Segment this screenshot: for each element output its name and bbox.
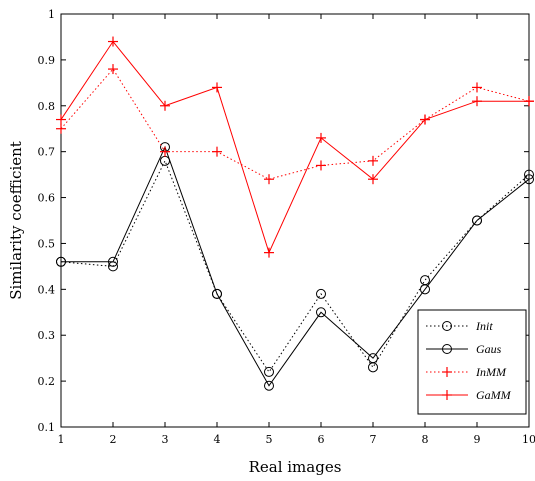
data-point-inmm bbox=[108, 64, 118, 75]
y-tick-label: 0.5 bbox=[38, 237, 56, 250]
y-tick-label: 0.6 bbox=[38, 192, 56, 205]
data-point-gamm bbox=[160, 100, 170, 111]
x-tick-label: 4 bbox=[214, 433, 221, 446]
legend: Init Gaus InMM GaMM bbox=[417, 309, 527, 415]
data-point-gamm bbox=[368, 174, 378, 185]
series-line-gaus bbox=[61, 145, 530, 387]
data-point-gaus bbox=[264, 380, 274, 391]
data-point-inmm bbox=[160, 146, 170, 157]
x-tick-label: 8 bbox=[422, 433, 429, 446]
legend-marker-gaus bbox=[442, 344, 452, 354]
y-tick-label: 0.2 bbox=[38, 375, 56, 388]
data-point-gaus bbox=[420, 284, 430, 295]
y-tick-label: 0.7 bbox=[38, 146, 56, 159]
data-point-gaus bbox=[56, 256, 66, 267]
data-point-gamm bbox=[316, 132, 326, 143]
legend-box bbox=[417, 309, 527, 415]
data-point-gaus bbox=[108, 256, 118, 267]
y-tick-label: 0.3 bbox=[38, 329, 56, 342]
data-point-init bbox=[316, 288, 326, 299]
series-line-inmm bbox=[60, 68, 530, 180]
y-tick-label: 1 bbox=[48, 8, 55, 21]
series-line-init bbox=[60, 159, 530, 373]
x-tick-label: 1 bbox=[58, 433, 65, 446]
y-tick-label: 0.8 bbox=[38, 100, 56, 113]
data-point-gaus bbox=[316, 307, 326, 318]
data-point-inmm bbox=[368, 155, 378, 166]
y-tick-label: 0.4 bbox=[38, 283, 56, 296]
plot-border bbox=[60, 13, 530, 428]
data-point-gaus bbox=[212, 288, 222, 299]
data-point-gaus bbox=[368, 353, 378, 364]
data-point-inmm bbox=[264, 174, 274, 185]
x-tick-label: 6 bbox=[318, 433, 325, 446]
legend-marker-inmm bbox=[442, 367, 452, 377]
data-point-gamm bbox=[212, 82, 222, 93]
data-point-inmm bbox=[316, 160, 326, 171]
x-tick-label: 3 bbox=[162, 433, 169, 446]
data-point-gaus bbox=[472, 215, 482, 226]
x-tick-label: 9 bbox=[474, 433, 481, 446]
y-tick-label: 0.9 bbox=[38, 54, 56, 67]
data-point-init bbox=[160, 155, 170, 166]
data-point-inmm bbox=[472, 82, 482, 93]
data-point-gamm bbox=[56, 114, 66, 125]
data-point-inmm bbox=[56, 123, 66, 134]
series-gamm bbox=[56, 36, 534, 258]
data-point-init bbox=[368, 362, 378, 373]
legend-marker-gamm bbox=[442, 390, 452, 400]
x-tick-label: 2 bbox=[110, 433, 117, 446]
series-line-gamm bbox=[60, 40, 529, 255]
y-tick-label: 0.1 bbox=[38, 421, 56, 434]
data-point-gaus bbox=[524, 174, 534, 185]
data-point-init bbox=[264, 366, 274, 377]
data-point-gamm bbox=[524, 96, 534, 107]
legend-label-init: Init bbox=[475, 319, 493, 333]
legend-label-inmm: InMM bbox=[475, 365, 507, 379]
legend-label-gamm: GaMM bbox=[476, 388, 512, 402]
series-inmm bbox=[56, 64, 534, 185]
data-point-gamm bbox=[264, 247, 274, 258]
data-point-init bbox=[420, 275, 430, 286]
axis-ticks: 1 2 3 4 5 6 7 8 9 10 0.1 0.2 0.3 0.4 0.5 0.6 0.7 0.8 0.9 1 bbox=[38, 8, 535, 446]
x-tick-label: 7 bbox=[370, 433, 377, 446]
series-layer bbox=[56, 36, 534, 391]
data-point-init bbox=[524, 169, 534, 180]
data-point-inmm bbox=[212, 146, 222, 157]
x-axis-label: Real images bbox=[249, 458, 342, 476]
legend-label-gaus: Gaus bbox=[476, 342, 502, 356]
series-gaus bbox=[56, 142, 534, 391]
legend-marker-init bbox=[442, 321, 452, 331]
x-tick-label: 5 bbox=[266, 433, 273, 446]
x-tick-label: 10 bbox=[522, 433, 535, 446]
data-point-gamm bbox=[108, 36, 118, 47]
plot-frame bbox=[60, 13, 530, 428]
data-point-gamm bbox=[420, 114, 430, 125]
y-axis-label: Similarity coefficient bbox=[7, 141, 25, 300]
data-point-gamm bbox=[472, 96, 482, 107]
